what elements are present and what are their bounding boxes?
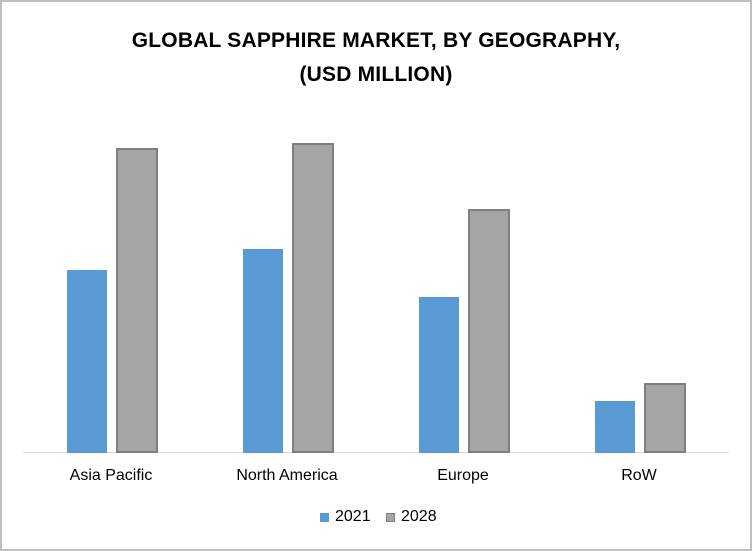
bar-north-america-2021 bbox=[243, 249, 283, 453]
x-axis-label: North America bbox=[236, 467, 338, 484]
legend-item-2021: 2021 bbox=[320, 508, 371, 526]
chart-title-line-2: (USD MILLION) bbox=[299, 63, 453, 86]
bar-north-america-2028 bbox=[292, 143, 334, 453]
x-axis-line bbox=[23, 452, 729, 453]
x-axis-label: RoW bbox=[621, 467, 657, 484]
legend-swatch-2021 bbox=[320, 512, 329, 522]
x-axis-label: Europe bbox=[437, 467, 489, 484]
legend-label-2021: 2021 bbox=[335, 508, 371, 525]
bar-europe-2028 bbox=[468, 209, 510, 453]
legend-label-2028: 2028 bbox=[401, 508, 437, 525]
chart-title: GLOBAL SAPPHIRE MARKET, BY GEOGRAPHY, (U… bbox=[0, 24, 752, 92]
bar-row-2021 bbox=[595, 401, 635, 453]
chart-title-line-1: GLOBAL SAPPHIRE MARKET, BY GEOGRAPHY, bbox=[131, 29, 621, 52]
legend-swatch-2028 bbox=[386, 512, 395, 522]
legend: 2021 2028 bbox=[0, 508, 752, 530]
x-axis-label: Asia Pacific bbox=[69, 467, 153, 484]
bar-asia-pacific-2028 bbox=[116, 148, 158, 453]
bar-asia-pacific-2021 bbox=[67, 270, 107, 453]
bar-europe-2021 bbox=[419, 297, 459, 453]
legend-item-2028: 2028 bbox=[386, 508, 437, 526]
bar-row-2028 bbox=[644, 383, 686, 453]
